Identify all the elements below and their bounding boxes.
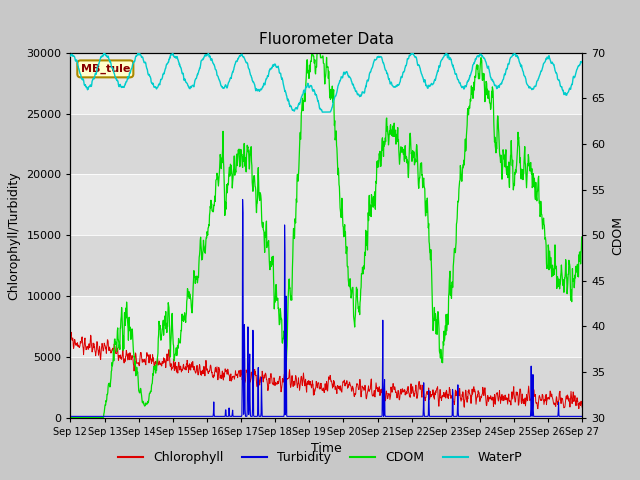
Title: Fluorometer Data: Fluorometer Data [259, 33, 394, 48]
Y-axis label: Chlorophyll/Turbidity: Chlorophyll/Turbidity [8, 171, 20, 300]
Bar [70, 114, 582, 174]
Bar [70, 174, 582, 235]
Bar [70, 357, 582, 418]
Legend: Chlorophyll, Turbidity, CDOM, WaterP: Chlorophyll, Turbidity, CDOM, WaterP [113, 446, 527, 469]
X-axis label: Time: Time [311, 442, 342, 455]
Bar [70, 53, 582, 114]
Text: MB_tule: MB_tule [81, 64, 130, 74]
Y-axis label: CDOM: CDOM [611, 216, 624, 255]
Bar [70, 235, 582, 296]
Bar [70, 296, 582, 357]
